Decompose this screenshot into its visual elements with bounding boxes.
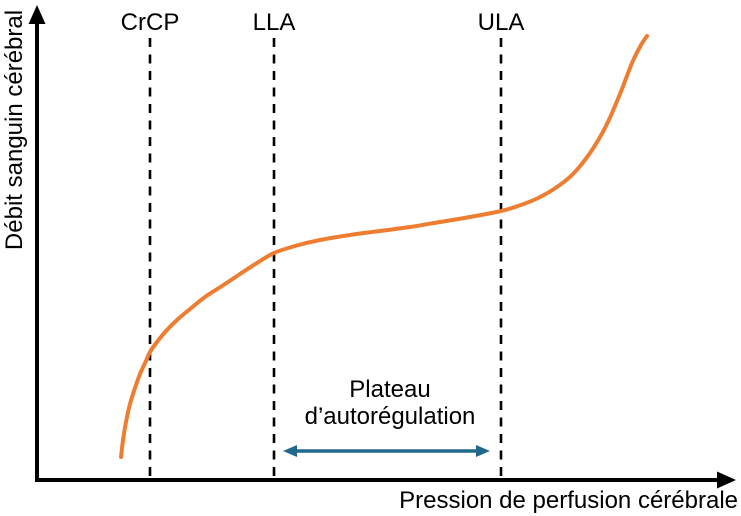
cbf-curve <box>119 34 649 459</box>
plateau-annotation: Plateau d’autorégulation <box>305 376 476 430</box>
x-axis-arrowhead-icon <box>717 471 736 489</box>
plateau-arrowhead-right-icon <box>476 445 490 457</box>
y-axis-label: Débit sanguin cérébral <box>1 9 28 251</box>
threshold-label-ula: ULA <box>477 9 525 36</box>
threshold-label-crcp: CrCP <box>120 9 180 36</box>
plateau-annotation-line1: Plateau <box>349 376 431 403</box>
x-axis-label: Pression de perfusion cérébrale <box>399 487 738 514</box>
plateau-annotation-line2: d’autorégulation <box>304 403 476 430</box>
threshold-label-lla: LLA <box>252 9 296 36</box>
plateau-arrowhead-left-icon <box>283 445 297 457</box>
y-axis-arrowhead-icon <box>28 5 46 24</box>
